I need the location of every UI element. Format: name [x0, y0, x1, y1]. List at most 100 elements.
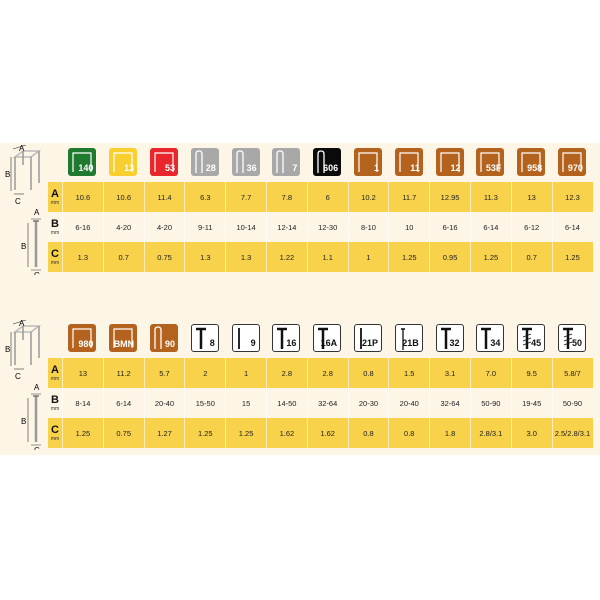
diagram-label-c: C	[34, 271, 40, 275]
cell-value: 2.8	[306, 358, 348, 388]
cell-value: 6.3	[184, 182, 225, 212]
narrow-product-icon[interactable]: 7	[272, 148, 301, 176]
cell-value: 1.27	[143, 418, 185, 448]
ringnail-product-icon[interactable]: 50	[557, 324, 586, 352]
staple-product-icon[interactable]: 12	[435, 148, 464, 176]
narrow-product-icon[interactable]: 606	[313, 148, 342, 176]
cell-value: 50-90	[551, 388, 593, 418]
diagram-label-c: C	[15, 372, 21, 381]
cell-value: 6-14	[551, 212, 593, 242]
unit-label: mm	[50, 375, 60, 382]
staple-product-icon[interactable]: 970	[557, 148, 586, 176]
cell-value: 7.0	[469, 358, 511, 388]
product-code: 958	[527, 163, 543, 173]
unit-label: mm	[50, 199, 60, 206]
cell-value: 32-64	[429, 388, 470, 418]
cell-value: 11.7	[388, 182, 429, 212]
staple-product-icon[interactable]: BMN	[109, 324, 138, 352]
cell-value: 11.2	[102, 358, 144, 388]
staple-product-icon[interactable]: 13	[109, 148, 138, 176]
cell-value: 2.8/3.1	[469, 418, 511, 448]
staple-product-icon[interactable]: 980	[68, 324, 97, 352]
cell-value: 2	[184, 358, 225, 388]
diagram-label-c: C	[34, 446, 40, 450]
nail-product-icon[interactable]: 16A	[313, 324, 342, 352]
product-code: 90	[164, 339, 175, 349]
cell-value: 0.8	[347, 418, 389, 448]
narrow-product-icon[interactable]: 36	[231, 148, 260, 176]
ringnail-product-icon[interactable]: 45	[517, 324, 546, 352]
cell-value: 1.8	[429, 418, 470, 448]
cell-value: 9-11	[184, 212, 225, 242]
staple-product-icon[interactable]: 53F	[476, 148, 505, 176]
cell-value: 1.25	[388, 242, 429, 272]
cell-value: 1.1	[306, 242, 348, 272]
cell-value: 50-90	[469, 388, 511, 418]
staple-product-icon[interactable]: 53	[149, 148, 178, 176]
cell-value: 11.4	[143, 182, 185, 212]
cell-value: 3.0	[510, 418, 552, 448]
pin-product-icon[interactable]: 21P	[353, 324, 382, 352]
dimension-letter: A	[51, 363, 59, 376]
cell-value: 10-14	[225, 212, 266, 242]
cell-value: 1.5	[388, 358, 429, 388]
product-icons-row: 980 BMN 90 8 9 16 16A 21P 21B 32 34 45 50	[62, 324, 593, 358]
product-code: 36	[246, 163, 257, 173]
cell-value: 15-50	[184, 388, 225, 418]
diagram-label-a: A	[34, 208, 40, 217]
cell-value: 1.25	[184, 418, 225, 448]
product-code: 980	[78, 339, 94, 349]
staple-nail-dimension-diagram-1: A B C A B C	[5, 145, 42, 275]
cell-value: 1.25	[551, 242, 593, 272]
nail-product-icon[interactable]: 16	[272, 324, 301, 352]
cell-value: 1.62	[265, 418, 307, 448]
cell-value: 6-16	[62, 212, 103, 242]
diagram-label-a: A	[19, 320, 25, 328]
staple-product-icon[interactable]: 140	[68, 148, 97, 176]
cell-value: 0.75	[143, 242, 185, 272]
unit-label: mm	[50, 229, 60, 236]
cell-value: 1.62	[306, 418, 348, 448]
brad-product-icon[interactable]: 21B	[394, 324, 423, 352]
staple-nail-dimension-diagram-2: A B C A B C	[5, 320, 42, 450]
cell-value: 8-14	[62, 388, 103, 418]
cell-value: 1	[347, 242, 389, 272]
cell-value: 12.95	[429, 182, 470, 212]
staple-product-icon[interactable]: 958	[517, 148, 546, 176]
cell-value: 19-45	[510, 388, 552, 418]
narrow-product-icon[interactable]: 90	[149, 324, 178, 352]
nail-product-icon[interactable]: 34	[476, 324, 505, 352]
product-code: 606	[323, 163, 339, 173]
pin-product-icon[interactable]: 9	[231, 324, 260, 352]
cell-value: 1.25	[469, 242, 511, 272]
product-code: 50	[571, 338, 582, 348]
staple-product-icon[interactable]: 1	[353, 148, 382, 176]
cell-value: 6-14	[469, 212, 511, 242]
cell-value: 15	[225, 388, 266, 418]
cell-value: 1.25	[62, 418, 103, 448]
product-code: 21B	[402, 338, 419, 348]
cell-value: 0.7	[510, 242, 552, 272]
cell-value: 1.3	[184, 242, 225, 272]
product-code: 45	[531, 338, 542, 348]
product-code: 140	[78, 163, 94, 173]
cell-value: 4-20	[143, 212, 185, 242]
product-code: 7	[292, 163, 298, 173]
cell-value: 13	[62, 358, 103, 388]
nail-product-icon[interactable]: 32	[435, 324, 464, 352]
cell-value: 6	[306, 182, 348, 212]
narrow-product-icon[interactable]: 28	[190, 148, 219, 176]
cell-value: 0.8	[388, 418, 429, 448]
dimension-letter: C	[51, 423, 59, 436]
nail-product-icon[interactable]: 8	[190, 324, 219, 352]
product-code: 16	[286, 338, 297, 348]
product-code: 8	[209, 338, 215, 348]
staple-product-icon[interactable]: 11	[394, 148, 423, 176]
